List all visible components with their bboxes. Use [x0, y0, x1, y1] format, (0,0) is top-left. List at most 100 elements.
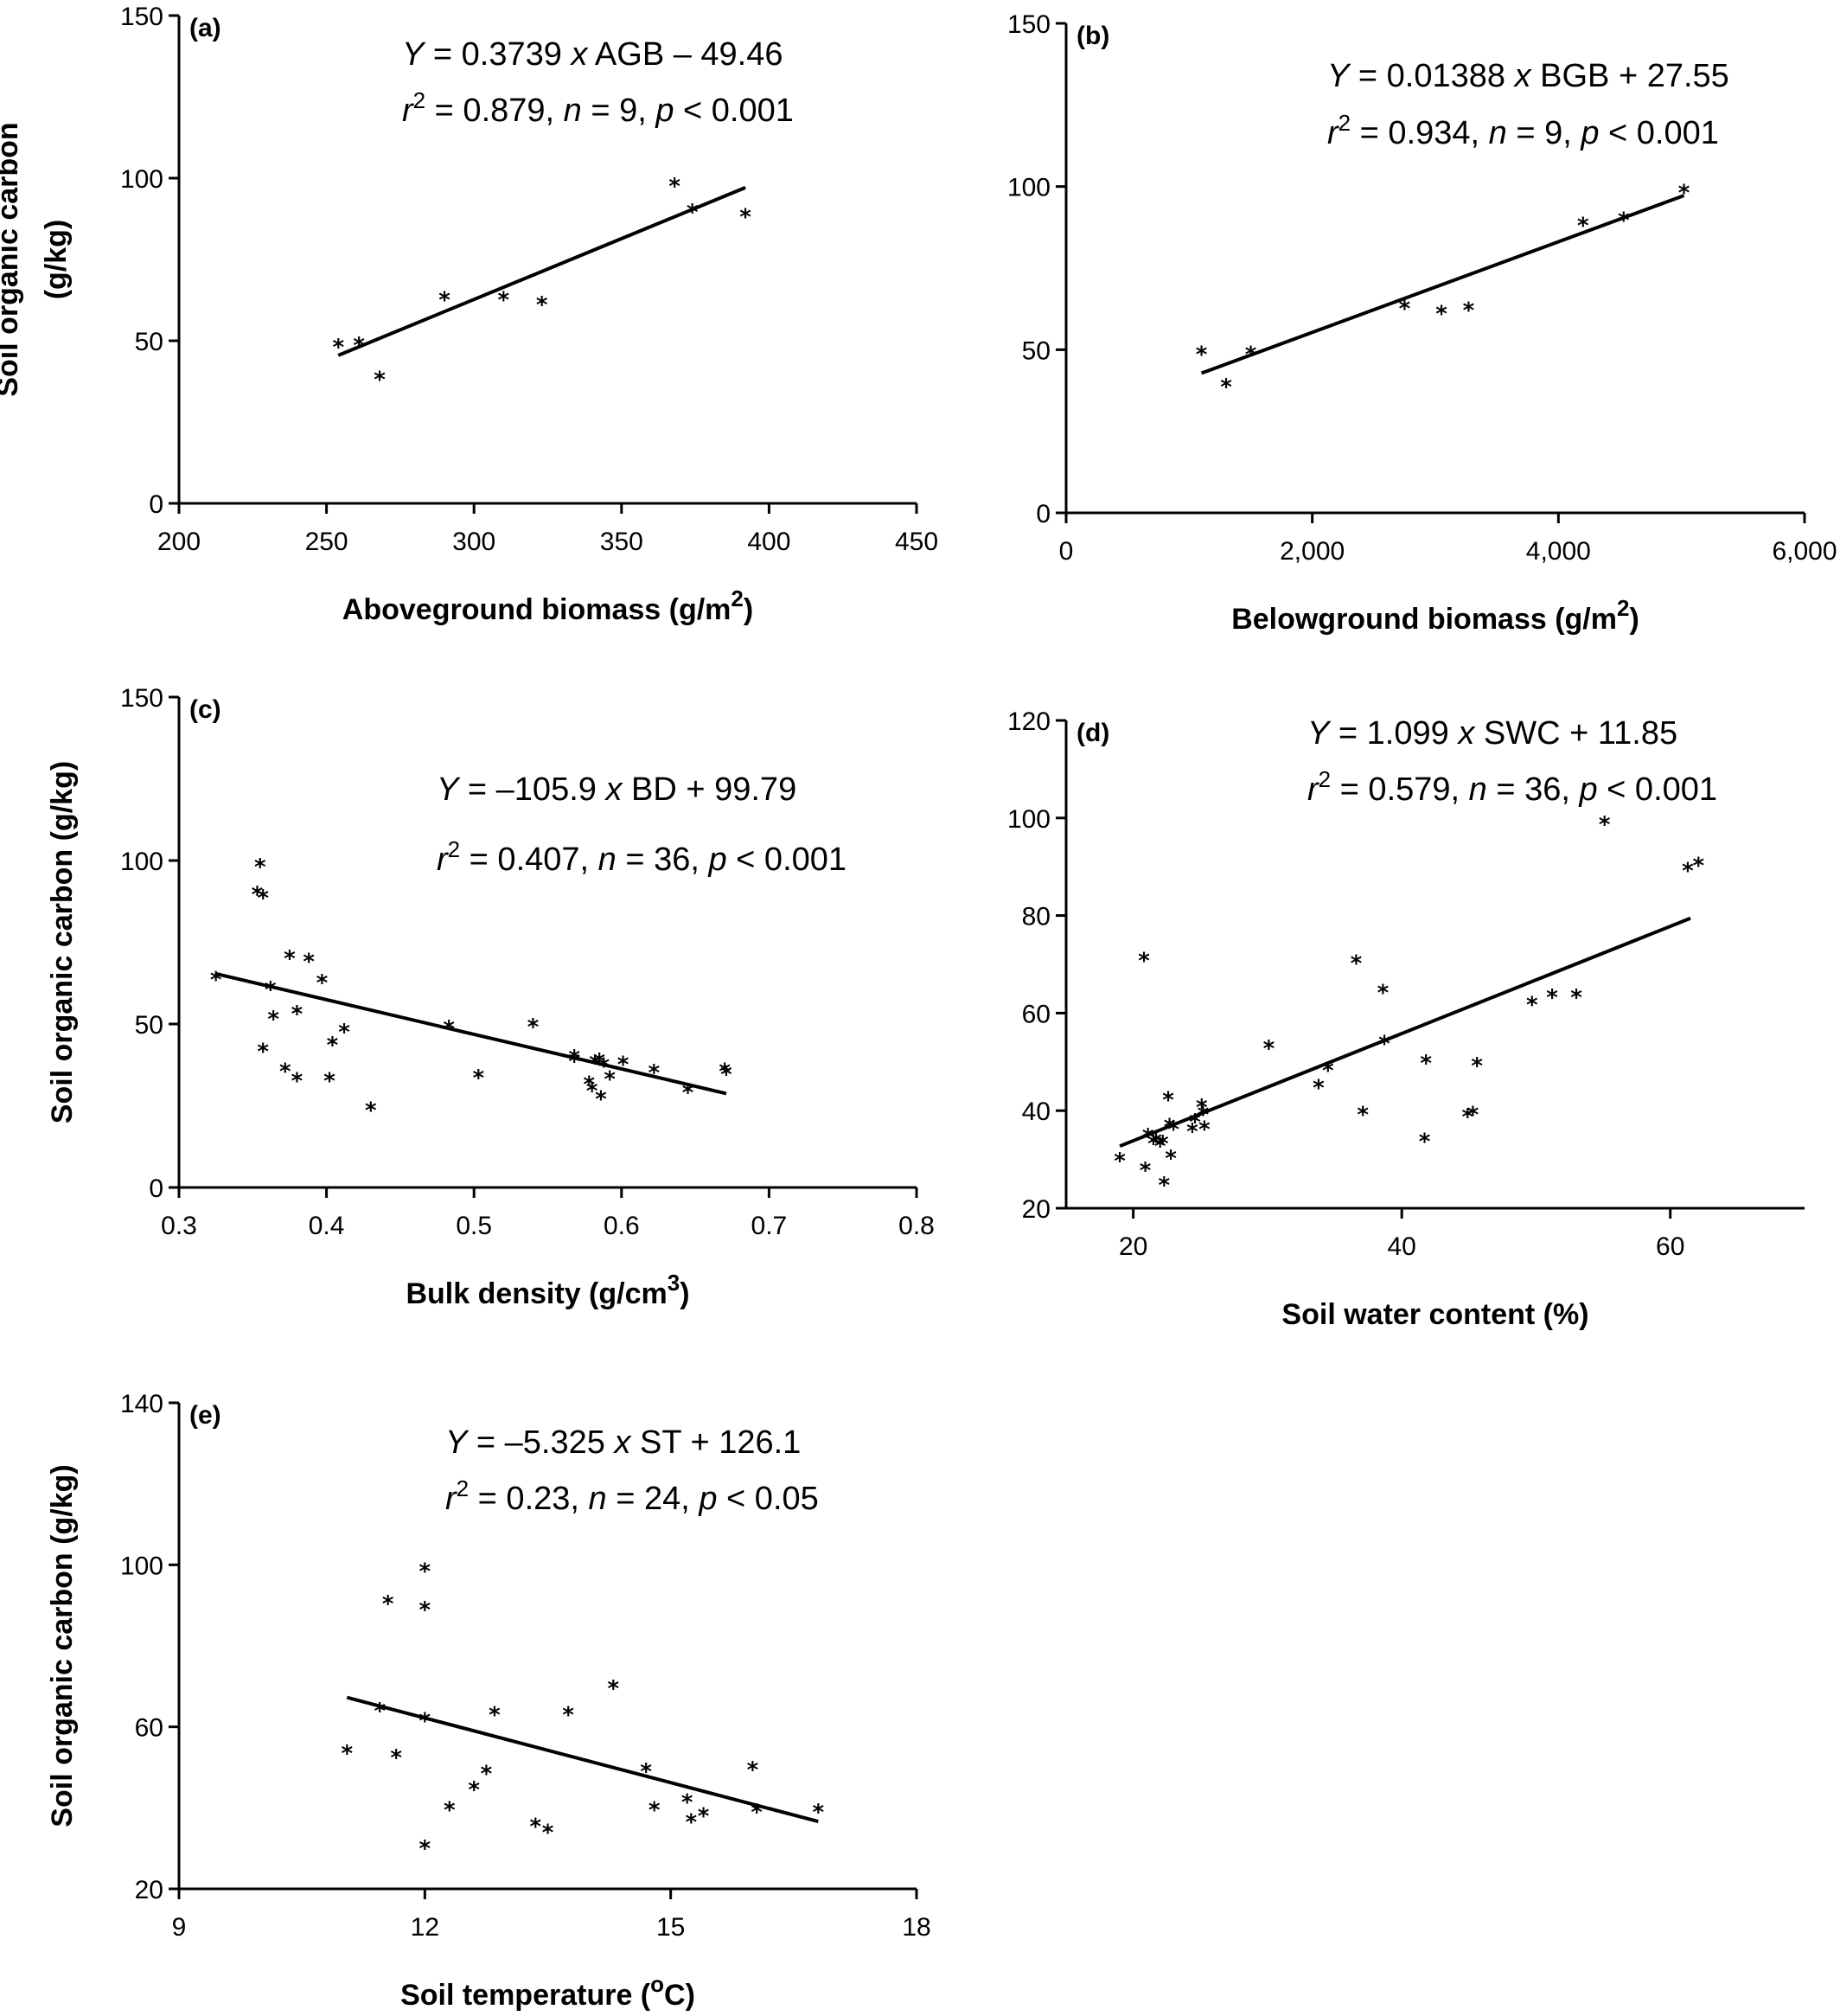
x-tick-label: 250: [305, 528, 348, 556]
regression-statistics: r2 = 0.23, n = 24, p < 0.05: [445, 1475, 819, 1517]
data-point: *: [374, 368, 386, 394]
y-tick-label: 100: [120, 1552, 163, 1580]
data-point: *: [1377, 980, 1390, 1006]
data-point: *: [608, 1676, 620, 1702]
data-point: *: [698, 1804, 710, 1830]
y-axis-title: Soil organic carbon (g/kg): [46, 1464, 79, 1827]
x-tick-label: 40: [1387, 1232, 1415, 1261]
data-point: *: [589, 1051, 601, 1077]
data-point: *: [284, 946, 296, 972]
data-point: *: [648, 1798, 661, 1824]
data-point: *: [1599, 812, 1611, 838]
x-tick-label: 18: [902, 1913, 930, 1942]
data-point: *: [1159, 1173, 1171, 1199]
data-point: *: [1220, 374, 1232, 400]
data-point: *: [668, 174, 680, 200]
regression-statistics: r2 = 0.579, n = 36, p < 0.001: [1307, 766, 1717, 808]
data-point: *: [1420, 1051, 1432, 1077]
data-point: *: [681, 1789, 693, 1815]
data-point: *: [1189, 1110, 1201, 1136]
x-tick-label: 400: [747, 528, 790, 556]
data-point: *: [1196, 1095, 1208, 1121]
data-point: *: [1526, 992, 1538, 1018]
x-tick-label: 15: [656, 1913, 685, 1942]
data-point: *: [648, 1060, 661, 1086]
panel-label: (c): [189, 695, 221, 724]
data-point: *: [686, 1810, 698, 1836]
data-point: *: [443, 1016, 455, 1042]
x-axis-title: Bulk density (g/cm3): [406, 1270, 689, 1310]
chart-panel-b: 0 2,000 4,000 6,000 0 50 100 150 (b) Belowground …: [1007, 10, 1837, 636]
data-point: *: [568, 1046, 580, 1072]
y-axis-title: Soil organic carbon: [0, 122, 24, 396]
data-point: *: [1357, 1102, 1369, 1128]
data-point: *: [568, 1049, 580, 1075]
y-tick-label: 20: [1022, 1195, 1051, 1224]
data-point: *: [595, 1086, 607, 1112]
data-point: *: [1378, 1032, 1390, 1058]
chart-panel-a: 200 250 300 350 400 450 0 50 100 150 (a) Abovegroun…: [0, 3, 938, 626]
data-point: *: [1570, 985, 1582, 1011]
regression-line: [215, 971, 727, 1096]
data-point: *: [481, 1762, 493, 1788]
regression-statistics: r2 = 0.879, n = 9, p < 0.001: [402, 87, 794, 129]
data-point: *: [1399, 297, 1411, 323]
panel-label: (b): [1077, 22, 1109, 50]
y-axis-title: Soil organic carbon (g/kg): [46, 761, 79, 1123]
data-point: *: [1463, 298, 1475, 324]
data-point: *: [498, 287, 510, 313]
data-point: *: [341, 1741, 353, 1767]
data-point: *: [374, 1699, 386, 1725]
data-point: *: [303, 950, 315, 976]
regression-equation: Y = –5.325 x ST + 126.1: [445, 1424, 801, 1461]
data-point: *: [332, 335, 344, 361]
data-point: *: [291, 1002, 303, 1027]
data-point: *: [536, 292, 548, 318]
y-tick-label: 50: [135, 328, 163, 356]
data-point: *: [279, 1059, 291, 1085]
x-axis-title: Belowground biomass (g/m2): [1231, 595, 1639, 636]
y-tick-label: 100: [1007, 805, 1051, 834]
y-tick-label: 50: [135, 1011, 163, 1040]
x-tick-label: 0.3: [161, 1212, 197, 1240]
x-tick-label: 60: [1656, 1232, 1684, 1261]
data-point: *: [1114, 1149, 1126, 1174]
x-tick-label: 6,000: [1772, 537, 1837, 566]
data-point: *: [529, 1814, 541, 1840]
x-tick-label: 2,000: [1280, 537, 1345, 566]
y-tick-label: 150: [1007, 10, 1051, 39]
data-point: *: [265, 977, 277, 1003]
data-point: *: [1471, 1053, 1483, 1079]
data-point: *: [1322, 1059, 1334, 1085]
panel-label: (a): [189, 14, 221, 42]
data-point: *: [1147, 1131, 1160, 1157]
data-point: *: [252, 882, 264, 908]
x-axis-title: Soil temperature (oC): [400, 1971, 695, 2012]
chart-panel-d: 20 40 60 20 40 60 80 100 120 (d) Soil water conten…: [1007, 707, 1805, 1331]
data-point: *: [1165, 1146, 1177, 1172]
data-point: *: [210, 967, 222, 993]
data-point: *: [586, 1078, 598, 1104]
y-tick-label: 150: [120, 684, 163, 713]
data-point: *: [468, 1777, 480, 1803]
data-point: *: [257, 1040, 269, 1066]
data-point: *: [1461, 1104, 1473, 1130]
data-point: *: [682, 1080, 694, 1106]
y-tick-label: 100: [1007, 174, 1051, 202]
data-point: *: [327, 1033, 339, 1059]
x-tick-label: 0.6: [604, 1212, 640, 1240]
x-tick-label: 300: [452, 528, 495, 556]
y-tick-label: 0: [1036, 500, 1051, 528]
data-point: *: [593, 1049, 605, 1075]
x-tick-label: 4,000: [1526, 537, 1591, 566]
regression-line: [1119, 916, 1691, 1149]
data-point: *: [562, 1703, 574, 1729]
data-point: *: [1467, 1102, 1479, 1128]
data-point: *: [1546, 985, 1558, 1011]
data-point: *: [257, 886, 269, 912]
x-tick-label: 12: [411, 1913, 439, 1942]
y-tick-label: 100: [120, 165, 163, 194]
data-point: *: [1351, 951, 1363, 977]
data-point: *: [353, 333, 365, 359]
data-point: *: [1313, 1075, 1325, 1101]
